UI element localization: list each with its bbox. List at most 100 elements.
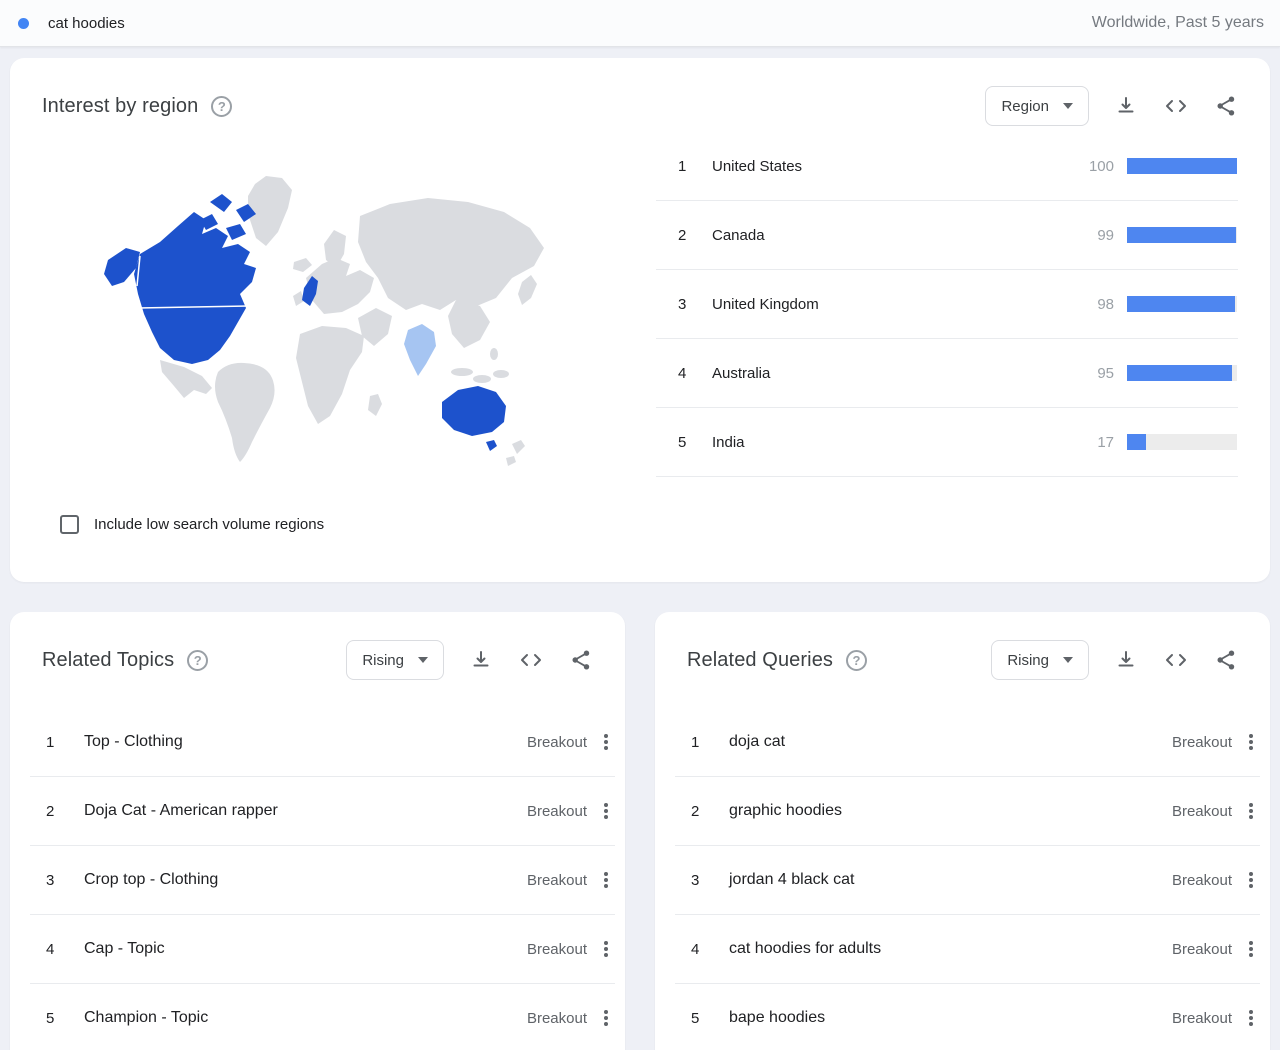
region-rank: 4 xyxy=(678,364,687,382)
list-item[interactable]: 4 Cap - Topic Breakout xyxy=(30,915,615,984)
region-metric-value: Region xyxy=(1001,97,1049,115)
region-name: Canada xyxy=(712,226,765,244)
region-row[interactable]: 5 India 17 xyxy=(656,408,1238,477)
region-row[interactable]: 2 Canada 99 xyxy=(656,201,1238,270)
code-icon xyxy=(1166,654,1186,666)
download-button[interactable] xyxy=(1114,648,1138,672)
more-vert-icon[interactable] xyxy=(1242,937,1260,961)
map-indonesia-2 xyxy=(473,375,491,383)
embed-button[interactable] xyxy=(1163,94,1189,118)
region-ranking-list: 1 United States 100 2 Canada 99 3 United… xyxy=(656,132,1238,490)
region-rank: 1 xyxy=(678,157,687,175)
help-icon[interactable]: ? xyxy=(187,649,209,671)
map-africa xyxy=(296,326,364,424)
search-term-label: cat hoodies xyxy=(48,14,125,32)
item-label: Champion - Topic xyxy=(84,1009,209,1026)
map-philippines xyxy=(490,348,498,360)
list-item[interactable]: 2 Doja Cat - American rapper Breakout xyxy=(30,777,615,846)
download-button[interactable] xyxy=(1114,94,1138,118)
region-bar-track xyxy=(1127,365,1237,381)
region-bar-track xyxy=(1127,227,1237,243)
list-item[interactable]: 5 bape hoodies Breakout xyxy=(675,984,1260,1050)
download-icon xyxy=(473,651,489,667)
list-item[interactable]: 1 doja cat Breakout xyxy=(675,708,1260,777)
more-vert-icon[interactable] xyxy=(1242,1006,1260,1030)
item-rank: 4 xyxy=(691,940,700,958)
interest-by-region-card: Interest by region ? Region xyxy=(10,58,1270,582)
region-bar xyxy=(1127,158,1237,174)
download-icon xyxy=(1118,651,1134,667)
more-vert-icon[interactable] xyxy=(597,799,615,823)
map-ireland xyxy=(293,291,304,306)
header-controls: Rising xyxy=(346,640,593,680)
list-item[interactable]: 3 Crop top - Clothing Breakout xyxy=(30,846,615,915)
region-metric-dropdown[interactable]: Region xyxy=(985,86,1089,126)
list-item[interactable]: 5 Champion - Topic Breakout xyxy=(30,984,615,1050)
header-controls: Region xyxy=(985,86,1238,126)
map-canada-united-states xyxy=(134,212,256,364)
map-south-america xyxy=(215,362,275,462)
page-content: Interest by region ? Region xyxy=(0,47,1280,1050)
list-item[interactable]: 4 cat hoodies for adults Breakout xyxy=(675,915,1260,984)
related-queries-list: 1 doja cat Breakout 2 graphic hoodies Br… xyxy=(655,708,1270,1050)
list-item[interactable]: 2 graphic hoodies Breakout xyxy=(675,777,1260,846)
filter-scope-label: Worldwide, Past 5 years xyxy=(1091,14,1264,31)
map-indonesia-1 xyxy=(451,368,473,376)
map-tasmania xyxy=(486,440,497,451)
related-queries-card: Related Queries ? Rising xyxy=(655,612,1270,1050)
map-central-america xyxy=(160,360,212,398)
more-vert-icon[interactable] xyxy=(1242,868,1260,892)
item-metric: Breakout xyxy=(1171,871,1232,889)
item-label: bape hoodies xyxy=(729,1009,826,1026)
region-rank: 5 xyxy=(678,433,687,451)
list-item[interactable]: 3 jordan 4 black cat Breakout xyxy=(675,846,1260,915)
topics-sort-dropdown[interactable]: Rising xyxy=(346,640,444,680)
item-rank: 1 xyxy=(691,733,700,751)
download-button[interactable] xyxy=(469,648,493,672)
low-volume-checkbox[interactable] xyxy=(60,515,79,534)
embed-button[interactable] xyxy=(1163,648,1189,672)
region-name: India xyxy=(712,433,745,451)
item-metric: Breakout xyxy=(526,1009,587,1027)
low-volume-checkbox-row[interactable]: Include low search volume regions xyxy=(60,515,1270,534)
map-united-kingdom xyxy=(302,276,318,306)
related-topics-header: Related Topics ? Rising xyxy=(10,612,625,680)
map-indonesia-3 xyxy=(493,370,509,378)
region-row[interactable]: 1 United States 100 xyxy=(656,132,1238,201)
item-metric: Breakout xyxy=(1171,802,1232,820)
item-rank: 3 xyxy=(691,871,700,889)
region-row[interactable]: 4 Australia 95 xyxy=(656,339,1238,408)
more-vert-icon[interactable] xyxy=(597,937,615,961)
more-vert-icon[interactable] xyxy=(1242,730,1260,754)
more-vert-icon[interactable] xyxy=(597,730,615,754)
region-value: 100 xyxy=(1088,157,1114,175)
share-button[interactable] xyxy=(1214,94,1238,118)
world-map[interactable] xyxy=(60,150,600,490)
region-value: 99 xyxy=(1097,226,1114,244)
code-icon xyxy=(521,654,541,666)
share-icon xyxy=(1217,96,1235,116)
more-vert-icon[interactable] xyxy=(597,1006,615,1030)
item-rank: 4 xyxy=(46,940,55,958)
share-button[interactable] xyxy=(569,648,593,672)
map-madagascar xyxy=(368,394,382,416)
item-rank: 2 xyxy=(691,802,700,820)
item-metric: Breakout xyxy=(1171,733,1232,751)
region-row[interactable]: 3 United Kingdom 98 xyxy=(656,270,1238,339)
related-topics-card: Related Topics ? Rising xyxy=(10,612,625,1050)
help-icon[interactable]: ? xyxy=(211,95,233,117)
share-button[interactable] xyxy=(1214,648,1238,672)
share-icon xyxy=(1217,650,1235,670)
card-title: Interest by region xyxy=(42,94,199,117)
region-rank: 2 xyxy=(678,226,687,244)
more-vert-icon[interactable] xyxy=(597,868,615,892)
more-vert-icon[interactable] xyxy=(1242,799,1260,823)
item-label: Cap - Topic xyxy=(84,940,165,957)
item-label: doja cat xyxy=(729,733,786,750)
item-metric: Breakout xyxy=(526,733,587,751)
queries-sort-dropdown[interactable]: Rising xyxy=(991,640,1089,680)
embed-button[interactable] xyxy=(518,648,544,672)
interest-by-region-header: Interest by region ? Region xyxy=(10,58,1270,126)
help-icon[interactable]: ? xyxy=(846,649,868,671)
list-item[interactable]: 1 Top - Clothing Breakout xyxy=(30,708,615,777)
